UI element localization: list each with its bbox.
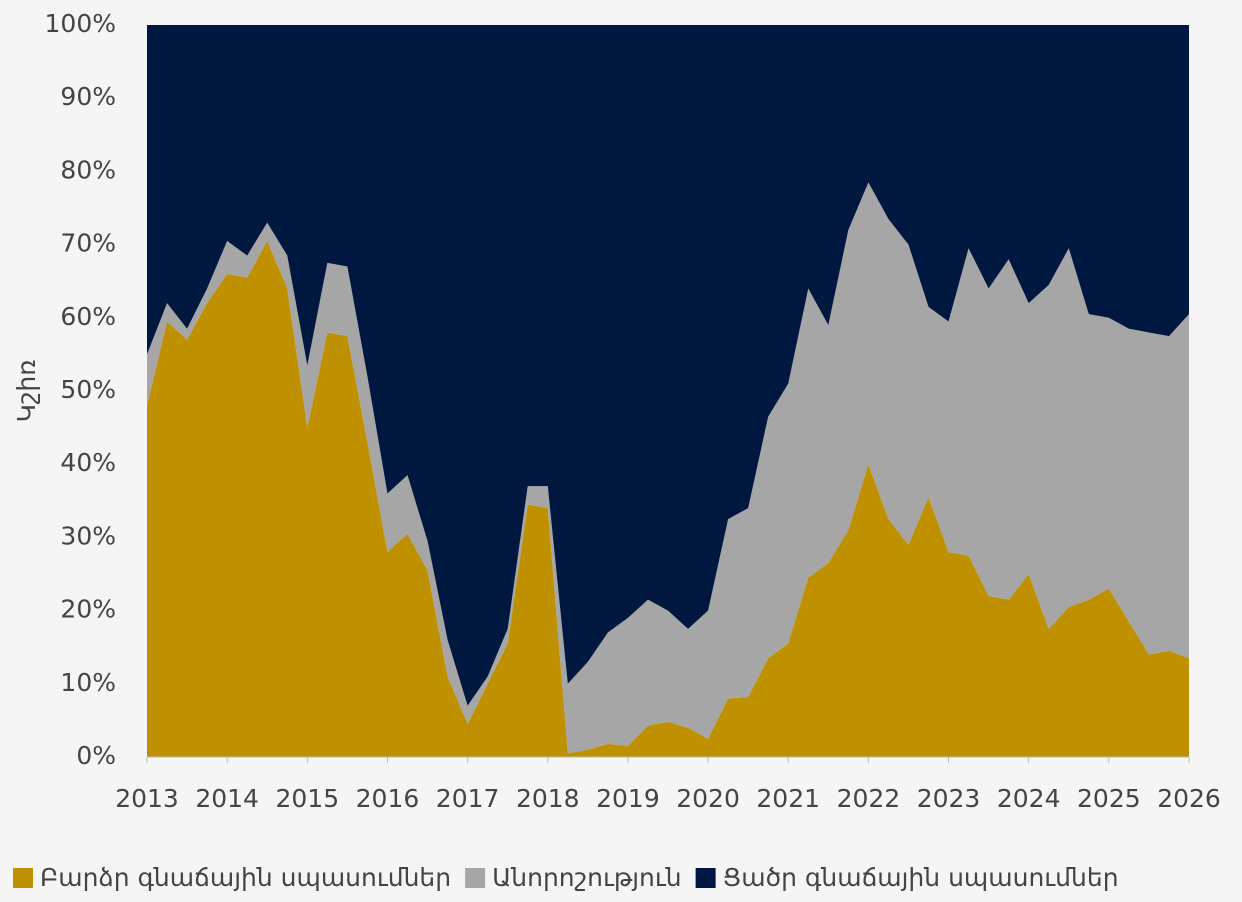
- x-tick-label: 2014: [195, 784, 259, 813]
- x-tick-label: 2020: [676, 784, 740, 813]
- y-tick-label: 10%: [60, 668, 116, 697]
- x-tick-label: 2018: [516, 784, 580, 813]
- legend-swatch: [13, 868, 33, 888]
- legend-label: Անորոշություն: [492, 863, 682, 892]
- area: [147, 25, 1189, 706]
- area: [147, 182, 1189, 754]
- y-tick-label: 70%: [60, 229, 116, 258]
- legend-label: Բարձր գնաճային սպասումներ: [40, 863, 451, 892]
- y-tick-label: 50%: [60, 375, 116, 404]
- y-tick-label: 90%: [60, 82, 116, 111]
- y-tick-label: 0%: [76, 741, 116, 770]
- x-tick-label: 2016: [356, 784, 420, 813]
- y-tick-label: 100%: [45, 9, 116, 38]
- x-tick-label: 2022: [837, 784, 901, 813]
- x-tick-label: 2013: [115, 784, 179, 813]
- x-tick-label: 2024: [997, 784, 1061, 813]
- legend-swatch: [695, 868, 716, 888]
- y-axis-title: Կշիռ: [12, 360, 41, 423]
- x-tick-label: 2017: [436, 784, 500, 813]
- x-tick-label: 2025: [1077, 784, 1141, 813]
- legend-label: Ցածր գնաճային սպասումներ: [723, 863, 1119, 892]
- y-tick-label: 80%: [60, 155, 116, 184]
- x-tick-label: 2026: [1157, 784, 1221, 813]
- area: [147, 240, 1189, 757]
- y-tick-label: 60%: [60, 302, 116, 331]
- x-tick-label: 2019: [596, 784, 660, 813]
- legend-swatch: [465, 868, 486, 888]
- x-tick-label: 2023: [917, 784, 981, 813]
- y-tick-label: 20%: [60, 595, 116, 624]
- y-tick-label: 30%: [60, 521, 116, 550]
- y-tick-label: 40%: [60, 448, 116, 477]
- x-tick-label: 2021: [756, 784, 820, 813]
- x-tick-label: 2015: [275, 784, 339, 813]
